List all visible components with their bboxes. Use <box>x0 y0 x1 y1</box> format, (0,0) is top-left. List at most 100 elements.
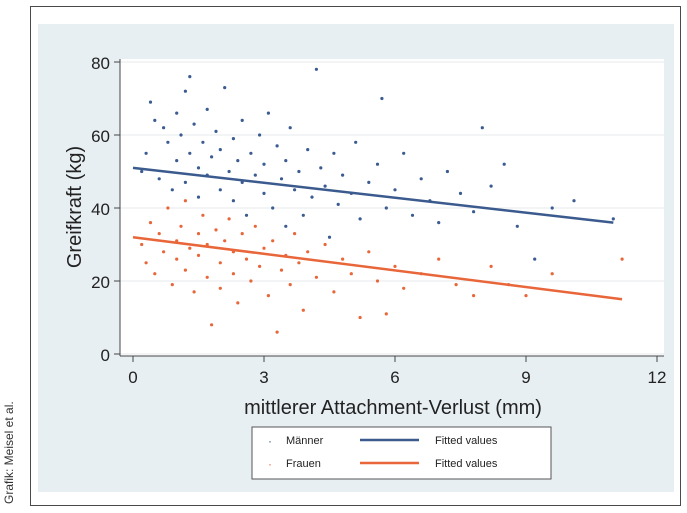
x-tick-label: 0 <box>128 368 137 387</box>
point-frauen <box>249 279 253 283</box>
point-frauen <box>275 330 279 334</box>
point-frauen <box>550 272 554 276</box>
point-frauen <box>293 232 297 236</box>
point-frauen <box>393 264 397 268</box>
point-maenner <box>367 180 371 184</box>
point-frauen <box>489 264 493 268</box>
point-frauen <box>227 217 231 221</box>
y-tick-label: 60 <box>91 127 110 146</box>
point-frauen <box>341 257 345 261</box>
point-frauen <box>218 261 222 265</box>
point-maenner <box>288 126 292 130</box>
point-frauen <box>367 250 371 254</box>
point-maenner <box>262 191 266 195</box>
point-frauen <box>162 250 166 254</box>
point-maenner <box>284 159 288 163</box>
point-frauen <box>253 224 257 228</box>
point-maenner <box>227 169 231 174</box>
point-frauen <box>358 315 362 320</box>
point-frauen <box>153 272 157 276</box>
point-maenner <box>279 177 284 181</box>
point-maenner <box>284 224 288 228</box>
y-tick-label: 20 <box>91 273 110 292</box>
image-credit: Grafik: Meisel et al. <box>2 401 16 504</box>
y-tick-label: 80 <box>91 54 110 73</box>
scatter-chart: 0 20 40 60 80 0 3 6 9 12 mittlerer Attachment-Ver… <box>64 54 666 480</box>
point-maenner <box>253 173 257 177</box>
point-maenner <box>611 217 615 221</box>
point-maenner <box>210 155 214 159</box>
point-frauen <box>205 275 209 279</box>
point-maenner <box>458 191 463 195</box>
point-maenner <box>358 217 362 221</box>
point-maenner <box>183 89 187 93</box>
point-maenner <box>293 188 297 192</box>
point-maenner <box>218 188 222 192</box>
point-frauen <box>240 232 244 236</box>
point-maenner <box>310 195 314 199</box>
point-maenner <box>218 148 222 152</box>
point-maenner <box>297 169 301 174</box>
point-frauen <box>402 286 406 290</box>
point-maenner <box>354 140 358 144</box>
point-frauen <box>183 199 187 203</box>
point-maenner <box>196 166 201 170</box>
point-maenner <box>327 235 332 239</box>
point-maenner <box>258 133 262 137</box>
data-points <box>140 67 624 334</box>
point-maenner <box>183 180 187 184</box>
point-maenner <box>231 199 235 203</box>
point-frauen <box>223 239 227 243</box>
point-frauen <box>472 294 476 298</box>
point-maenner <box>170 188 174 192</box>
point-frauen <box>279 268 284 272</box>
point-maenner <box>223 86 227 90</box>
point-frauen <box>144 261 148 265</box>
point-frauen <box>266 294 270 298</box>
point-maenner <box>205 107 209 111</box>
point-maenner <box>201 140 205 144</box>
axis-ticks: 0 20 40 60 80 0 3 6 9 12 <box>91 54 666 387</box>
point-frauen <box>258 264 262 268</box>
point-frauen <box>214 228 218 232</box>
point-maenner <box>332 151 336 155</box>
point-frauen <box>183 268 187 272</box>
point-maenner <box>244 213 249 217</box>
point-frauen <box>148 221 153 225</box>
point-maenner <box>188 75 192 79</box>
point-maenner <box>175 111 179 115</box>
point-maenner <box>437 221 441 225</box>
point-maenner <box>419 177 423 181</box>
point-maenner <box>214 129 218 133</box>
point-frauen <box>140 242 144 247</box>
point-maenner <box>393 188 397 192</box>
point-frauen <box>218 286 222 290</box>
x-tick-label: 9 <box>521 368 530 387</box>
point-maenner <box>175 159 179 163</box>
point-maenner <box>144 151 148 155</box>
legend-marker-maenner: · <box>268 434 272 448</box>
point-maenner <box>572 199 576 203</box>
point-maenner <box>336 202 340 206</box>
point-maenner <box>266 111 270 115</box>
x-axis-label: mittlerer Attachment-Verlust (mm) <box>244 397 542 419</box>
fit-line-maenner <box>132 166 614 224</box>
x-tick-label: 3 <box>259 368 268 387</box>
point-frauen <box>196 253 201 257</box>
point-maenner <box>533 257 537 261</box>
point-frauen <box>297 261 301 265</box>
point-frauen <box>192 290 196 294</box>
point-frauen <box>244 257 249 261</box>
point-maenner <box>341 173 345 177</box>
point-maenner <box>515 224 519 228</box>
point-maenner <box>314 67 318 71</box>
legend: · Männer Fitted values · Frauen Fitted v… <box>251 426 552 480</box>
legend-label-maenner-fit: Fitted values <box>435 435 498 447</box>
point-frauen <box>384 312 388 316</box>
point-maenner <box>306 148 310 152</box>
point-maenner <box>502 162 506 166</box>
point-maenner <box>301 213 305 217</box>
x-tick-label: 12 <box>648 368 667 387</box>
point-maenner <box>236 159 240 163</box>
point-maenner <box>271 206 275 210</box>
